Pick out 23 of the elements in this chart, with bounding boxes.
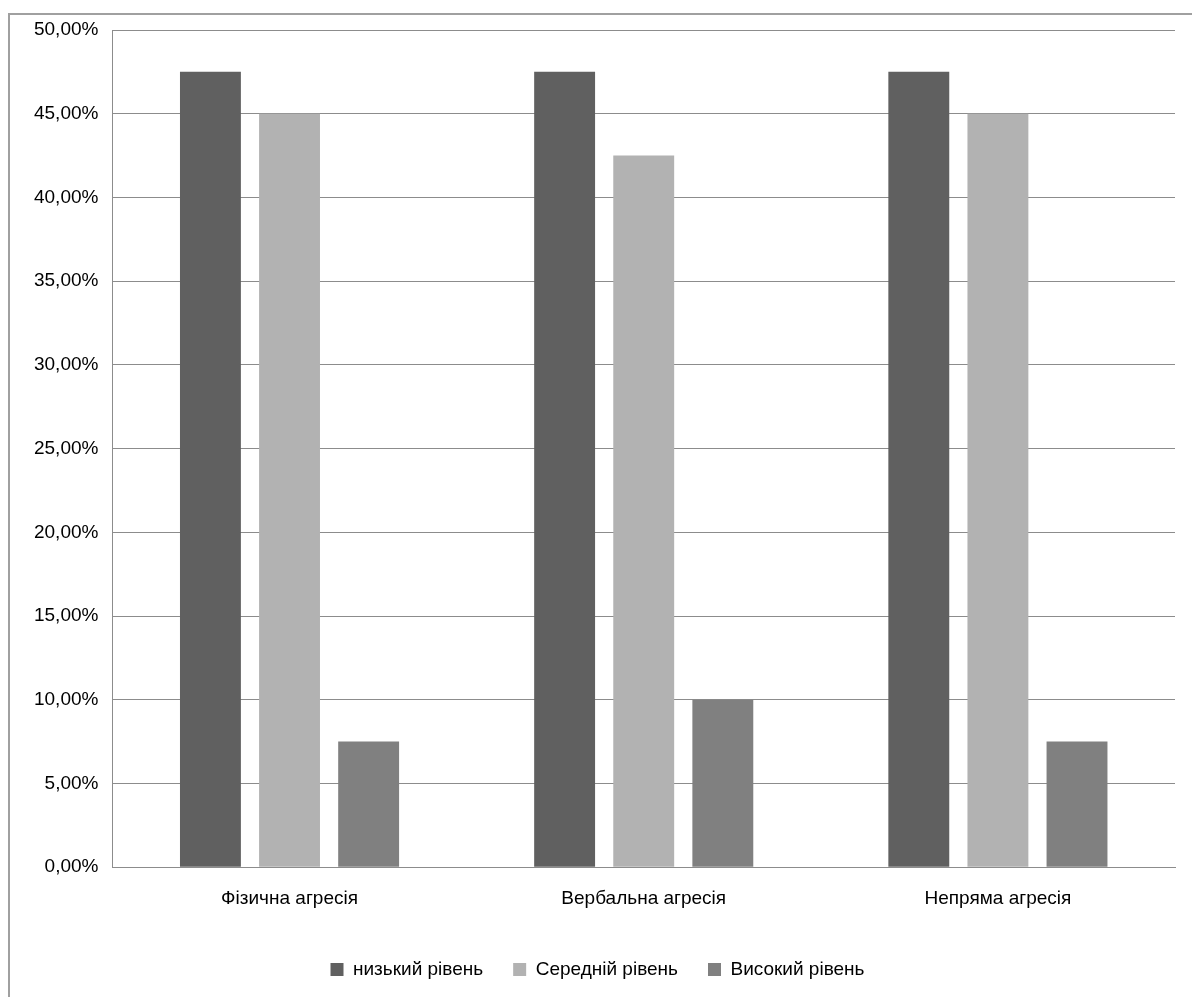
- y-tick-label: 30,00%: [33, 353, 99, 375]
- x-tick-label: Фізична агресія: [221, 886, 358, 908]
- bar: [534, 71, 596, 867]
- y-tick-label: 25,00%: [33, 436, 99, 458]
- legend-label: Середній рівень: [535, 957, 679, 979]
- y-tick-label: 0,00%: [44, 855, 99, 877]
- y-tick-label: 40,00%: [33, 185, 99, 207]
- bar: [179, 71, 241, 867]
- bar: [888, 71, 950, 867]
- y-tick-label: 35,00%: [33, 269, 99, 291]
- bar: [967, 113, 1029, 867]
- legend-label: низький рівень: [353, 957, 484, 979]
- y-tick-label: 5,00%: [44, 771, 99, 793]
- bar: [259, 113, 320, 867]
- y-tick-label: 10,00%: [33, 687, 99, 709]
- x-tick-label: Непряма агресія: [924, 886, 1072, 908]
- x-tick-label: Вербальна агресія: [561, 886, 727, 908]
- bar: [613, 155, 675, 867]
- legend-label: Високий рівень: [730, 957, 865, 979]
- y-tick-label: 45,00%: [33, 101, 99, 123]
- y-tick-label: 15,00%: [33, 604, 99, 626]
- y-tick-label: 20,00%: [33, 520, 99, 542]
- y-tick-label: 50,00%: [33, 18, 99, 40]
